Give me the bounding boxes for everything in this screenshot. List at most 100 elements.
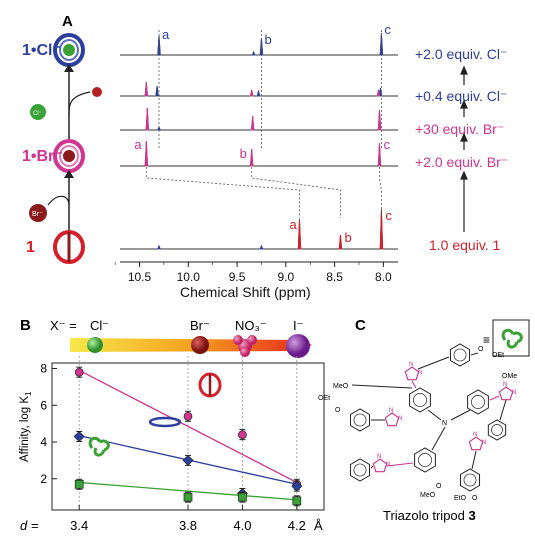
- bottom-eto: EtO: [454, 495, 467, 502]
- data-point-green-3: [238, 492, 247, 502]
- arrowhead-2: [64, 170, 74, 178]
- outer-ring-left: [349, 408, 371, 432]
- trace-label-4: +2.0 equiv. Br⁻: [415, 154, 508, 170]
- outer-ring-top-ring: [453, 348, 467, 362]
- peak-letter-top-c: c: [384, 22, 391, 37]
- anion-prefix: X⁻ =: [50, 318, 77, 333]
- nmr-peak-5-3: [379, 208, 384, 250]
- peak-letter-mid-c: c: [383, 137, 390, 152]
- outer-ring-bottomright: [459, 468, 481, 492]
- nmr-peak-2-1: [155, 85, 159, 97]
- nmr-peak-4-1: [144, 140, 149, 167]
- data-point-magenta-2: [183, 411, 193, 421]
- fit-line-magenta: [78, 369, 298, 484]
- tripod-icon-box: [492, 319, 530, 357]
- triazole-upper-left-n: N: [409, 362, 413, 368]
- species-label-free-host: 1: [26, 239, 35, 256]
- anion-br-label: Br⁻: [190, 318, 210, 333]
- x-tick-label-2: 3.8: [179, 518, 197, 533]
- nmr-peak-5-4: [157, 244, 161, 250]
- anion-cl-sphere: [87, 337, 103, 353]
- trace-label-5: 1.0 equiv. 1: [429, 237, 501, 253]
- outer-ring-bottomright-ring: [463, 473, 477, 487]
- core-ring-left-ring: [413, 393, 427, 407]
- nmr-peak-3-2: [250, 115, 255, 131]
- outer-ring-bottomleft-ring: [353, 463, 367, 477]
- y-tick-label-4: 8: [40, 362, 47, 376]
- bond: [386, 462, 414, 467]
- peak-letter-top-b: b: [264, 32, 271, 47]
- species-icon-free-host: [53, 230, 85, 264]
- y-tick-label-3: 6: [40, 398, 47, 412]
- data-point-blue-2: [182, 454, 194, 466]
- core-ring-bottom: [414, 447, 436, 473]
- nmr-peak-4-2: [249, 148, 254, 167]
- triazole-left: [384, 412, 400, 427]
- triazole-lower-left-n: N: [377, 454, 381, 460]
- guide-connector-1: [145, 167, 300, 218]
- anion-i-sphere: [286, 334, 310, 358]
- trace-label-3: +30 equiv. Br⁻: [415, 121, 504, 137]
- triazole-center: [468, 436, 484, 451]
- nmr-trace-4: [120, 140, 398, 167]
- center-n: N: [442, 420, 447, 427]
- nmr-trace-3: [120, 107, 398, 131]
- peak-letter-bot-b: b: [344, 230, 351, 245]
- nmr-tick-label-1: 10.5: [128, 270, 152, 284]
- triazole-left-n2: N: [398, 416, 402, 422]
- fit-line-green: [79, 481, 297, 501]
- nmr-peak-1-4: [251, 50, 256, 56]
- nmr-tick-label-3: 9.5: [229, 270, 246, 284]
- y-tick-label-2: 4: [40, 435, 47, 449]
- panel-c-label: C: [355, 317, 366, 334]
- data-point-green-1: [74, 479, 84, 489]
- arrowhead-1: [64, 64, 74, 72]
- outer-ring-bottomleft: [349, 458, 371, 482]
- anion-no3-sphere: [233, 335, 257, 357]
- x-tick-label-4: 4.2: [288, 518, 306, 533]
- data-point-green-2: [183, 492, 193, 502]
- trace-labels: +2.0 equiv. Cl⁻ +0.4 equiv. Cl⁻ +30 equi…: [415, 46, 508, 253]
- outer-ring-right: [487, 419, 507, 441]
- host-icon-macrocycle: [148, 416, 182, 428]
- anion-i-label: I⁻: [293, 318, 303, 333]
- curved-arrow-br: [47, 195, 70, 206]
- species-label-cl-complex: 1•Cl⁻: [22, 42, 61, 59]
- nmr-peak-3-3: [377, 109, 382, 131]
- bond: [427, 409, 442, 421]
- panel-a-label: A: [62, 13, 73, 30]
- bottom-meo: MeO: [420, 492, 436, 499]
- triazole-right: [498, 386, 514, 401]
- bond: [370, 465, 374, 469]
- tripod-equiv-sign: ≡: [483, 333, 490, 347]
- trace-label-1: +2.0 equiv. Cl⁻: [415, 46, 507, 62]
- ion-cl-label: Cl⁻: [33, 111, 42, 117]
- core-ring-right-ring: [471, 395, 485, 409]
- triazole-center-n2: N: [482, 440, 486, 446]
- right-ome: OMe: [502, 373, 517, 380]
- nmr-tick-label-6: 8.0: [375, 270, 392, 284]
- left-o: O: [335, 407, 341, 414]
- host-icon-free-host: [198, 372, 222, 398]
- bond: [351, 384, 413, 389]
- nmr-peak-2-6: [376, 89, 381, 97]
- triazole-lower-left: [372, 458, 388, 473]
- data-point-blue-1: [73, 431, 85, 442]
- guide-connector-2: [251, 167, 341, 218]
- peak-letter-bot-a: a: [289, 217, 297, 232]
- tripod-caption-number: 3: [469, 508, 476, 523]
- nmr-peak-4-3: [377, 142, 382, 167]
- trace-label-2: +0.4 equiv. Cl⁻: [415, 88, 507, 104]
- bond: [431, 426, 446, 451]
- x-tick-label-3: 4.0: [233, 518, 251, 533]
- nmr-x-axis-title: Chemical Shift (ppm): [180, 284, 311, 300]
- bond: [489, 395, 500, 401]
- peak-letter-mid-a: a: [134, 137, 142, 152]
- host-icon-tripod: [88, 436, 110, 457]
- core-ring-right: [467, 389, 489, 415]
- ion-cl-sphere: [30, 104, 46, 120]
- species-label-br-complex: 1•Br⁻: [22, 148, 63, 165]
- triazole-right-n: N: [503, 382, 507, 388]
- top-oet: OEt: [492, 352, 504, 359]
